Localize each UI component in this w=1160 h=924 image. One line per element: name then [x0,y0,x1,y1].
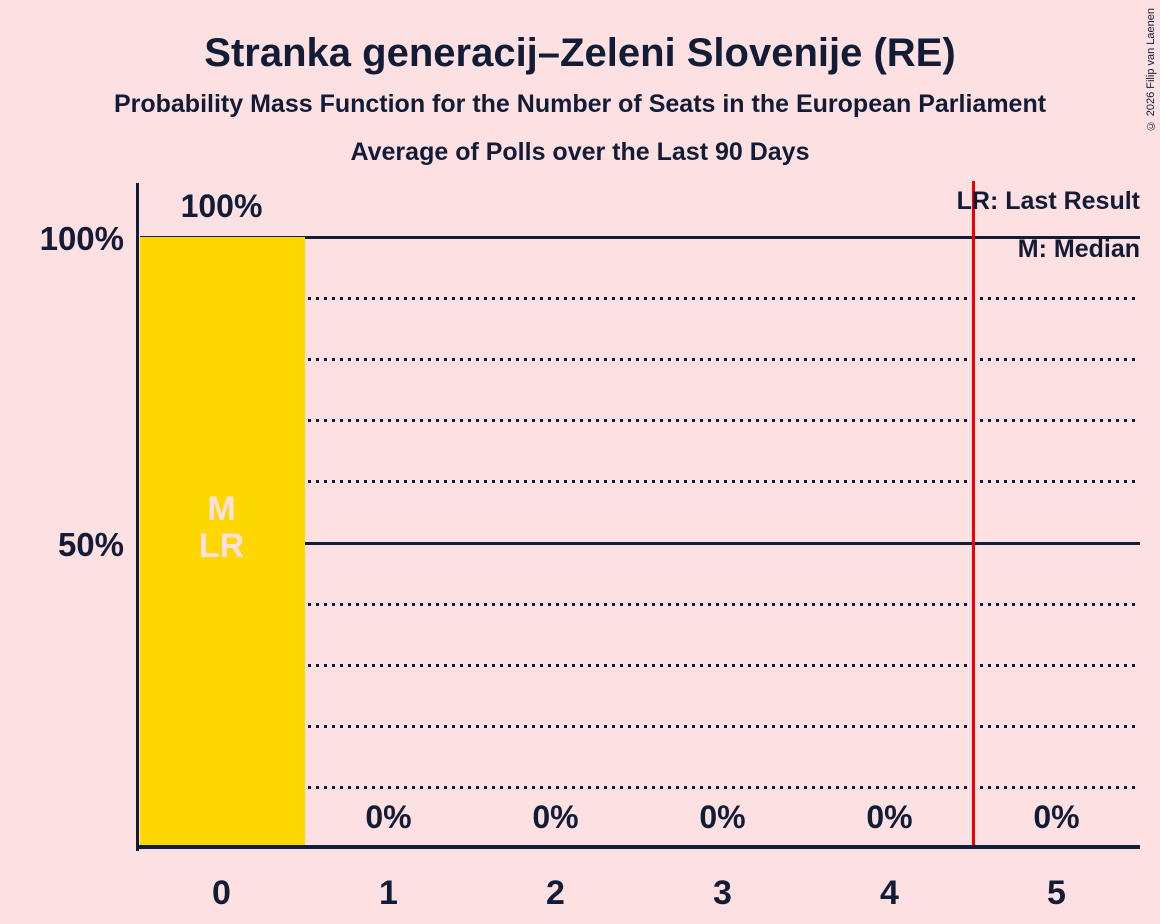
legend-last-result: LR: Last Result [956,187,1140,215]
gridline-dotted-10pct [140,785,1140,789]
gridline-solid-100pct [140,236,1140,239]
value-label-seat-0: 100% [180,188,263,224]
value-label-seat-4: 0% [866,799,913,835]
x-axis-line [136,845,1140,849]
value-label-seat-3: 0% [699,799,746,835]
gridline-dotted-80pct [140,358,1140,362]
x-tick-label-5: 5 [1047,874,1066,912]
value-label-seat-2: 0% [532,799,579,835]
value-label-seat-5: 0% [1033,799,1080,835]
x-tick-label-2: 2 [546,874,565,912]
gridline-solid-50pct [140,541,1140,545]
bar-seat-0 [140,237,305,846]
bar-annotation-median-last-result: M LR [162,491,282,565]
bar-annotation-line-m: M [207,490,236,528]
y-axis-line [136,183,139,851]
x-tick-label-4: 4 [880,874,899,912]
x-tick-label-0: 0 [212,874,231,912]
x-tick-label-3: 3 [713,874,732,912]
last-result-vertical-line [971,181,975,846]
copyright-notice: © 2026 Filip van Laenen [1145,8,1157,132]
chart-period-subtitle: Average of Polls over the Last 90 Days [350,138,810,166]
gridline-dotted-30pct [140,663,1140,667]
gridline-dotted-90pct [140,297,1140,301]
bar-annotation-line-lr: LR [198,527,245,565]
chart-subtitle: Probability Mass Function for the Number… [113,90,1047,118]
gridline-dotted-60pct [140,480,1140,484]
x-tick-label-1: 1 [379,874,398,912]
gridline-dotted-40pct [140,602,1140,606]
gridline-dotted-20pct [140,724,1140,728]
value-label-seat-1: 0% [365,799,412,835]
gridline-dotted-70pct [140,419,1140,423]
chart-title: Stranka generacij–Zeleni Slovenije (RE) [204,31,956,75]
legend-median: M: Median [1017,235,1140,263]
y-tick-label-100pct: 100% [39,220,124,257]
y-tick-label-50pct: 50% [57,525,124,563]
